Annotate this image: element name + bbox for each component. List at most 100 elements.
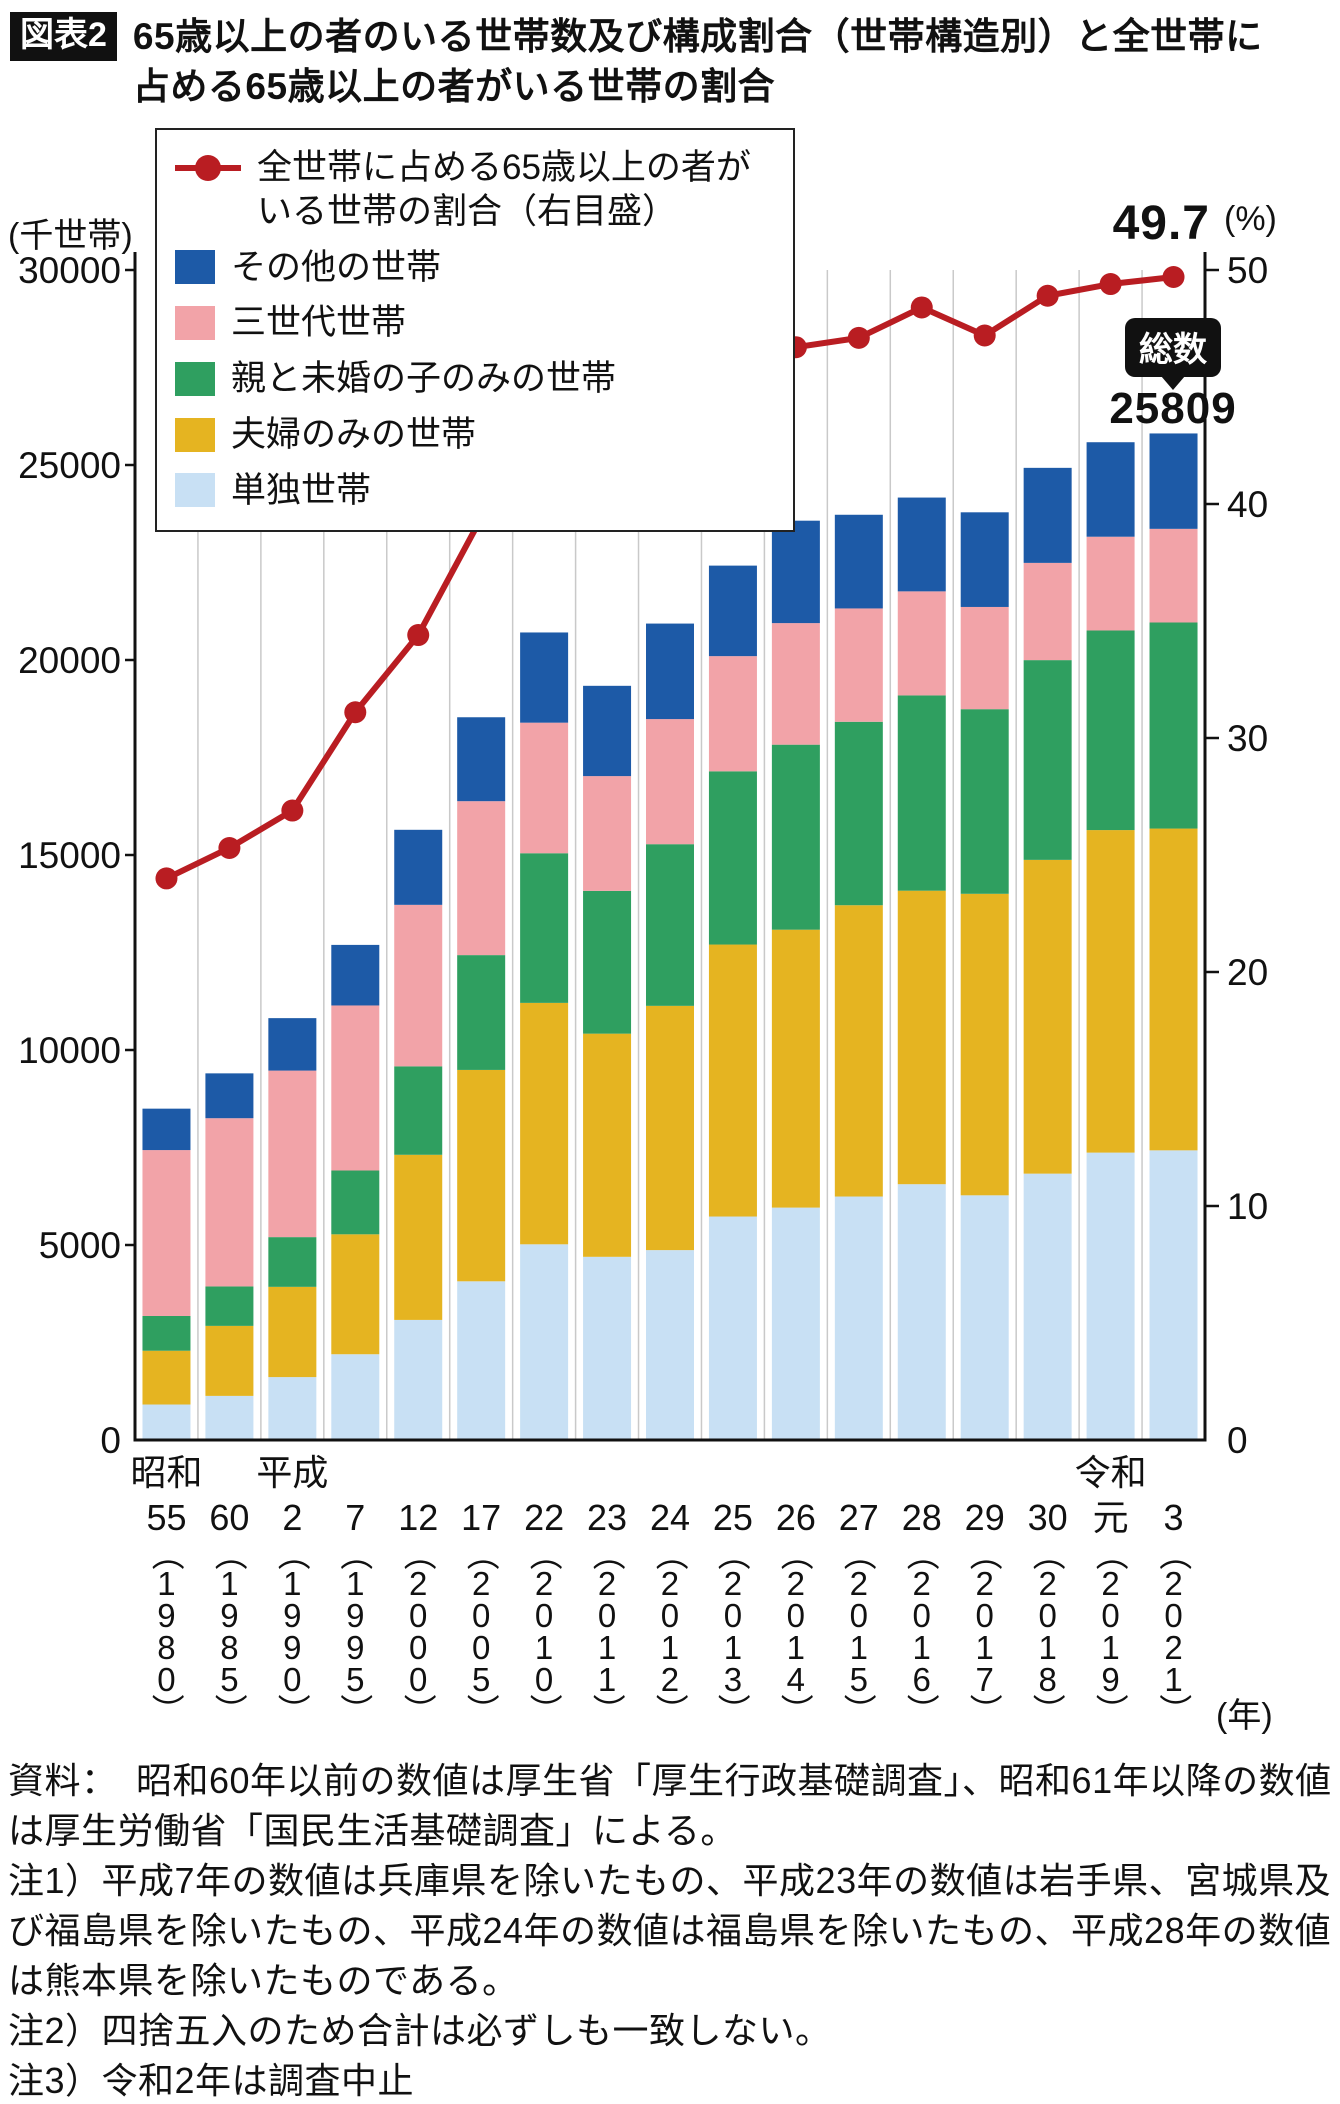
x-axis-label: 3 （2 0 2 1）: [1155, 1450, 1193, 1727]
bar-segment: [583, 685, 632, 777]
bar-segment: [142, 1150, 191, 1316]
x-label-number: 25: [712, 1497, 753, 1538]
bar-segment: [268, 1237, 317, 1287]
bar-segment: [1023, 859, 1072, 1174]
legend-item: 単独世帯: [175, 469, 775, 513]
legend-line-label-2: いる世帯の割合（右目盛）: [257, 191, 678, 231]
x-label-year: （2 0 1 5）: [840, 1537, 878, 1727]
figure-title-line1: 65歳以上の者のいる世帯数及び構成割合（世帯構造別）と全世帯に: [132, 16, 1263, 57]
legend-swatch-icon: [175, 361, 215, 396]
bar-segment: [834, 1196, 883, 1440]
bar-segment: [457, 1281, 506, 1440]
x-label-year: （2 0 0 5）: [463, 1537, 501, 1727]
y-tick-label-left: 20000: [18, 640, 121, 681]
x-axis-label: 令和元（2 0 1 9）: [1074, 1450, 1147, 1727]
legend-item: その他の世帯: [175, 246, 775, 290]
bar-segment: [897, 591, 946, 696]
line-point: [155, 867, 178, 890]
bar-segment: [394, 1319, 443, 1440]
bar-segment: [646, 844, 694, 1006]
bar-segment: [1149, 622, 1198, 829]
bar-segment: [834, 905, 883, 1197]
x-axis-label: 24 （2 0 1 2）: [650, 1450, 690, 1727]
bar-segment: [583, 1033, 632, 1257]
bar-segment: [520, 853, 569, 1003]
bar-segment: [1149, 828, 1198, 1151]
legend-items: その他の世帯三世代世帯親と未婚の子のみの世帯夫婦のみの世帯 単独世帯: [175, 246, 775, 513]
note-1: 注1）平成7年の数値は兵庫県を除いたもの、平成23年の数値は岩手県、宮城県及び福…: [8, 1860, 1332, 2002]
bar-segment: [1023, 1173, 1072, 1440]
x-label-year: （2 0 1 0）: [526, 1537, 564, 1727]
x-label-year: （2 0 1 6）: [903, 1537, 941, 1727]
x-axis-label: 23 （2 0 1 1）: [587, 1450, 628, 1727]
bar-segment: [331, 944, 380, 1006]
x-label-number: 7: [345, 1497, 366, 1538]
y-tick-label-left: 5000: [39, 1225, 121, 1266]
bar-segment: [1086, 830, 1135, 1153]
bar-segment: [1086, 630, 1135, 831]
legend-item-label: 三世代世帯: [231, 303, 407, 343]
bar-segment: [960, 1195, 1009, 1440]
x-label-year: （2 0 2 1）: [1155, 1537, 1193, 1727]
bar-segment: [331, 1234, 380, 1355]
bar-segment: [142, 1315, 191, 1351]
x-label-number: 23: [587, 1497, 628, 1538]
legend-swatch-icon: [175, 250, 215, 285]
x-axis-label: 60 （1 9 8 5）: [209, 1450, 250, 1727]
x-label-number: 29: [964, 1497, 1005, 1538]
notes: 資料： 昭和60年以前の数値は厚生省「厚生行政基礎調査」、昭和61年以降の数値は…: [8, 1756, 1334, 2104]
x-axis-unit: (年): [1216, 1697, 1273, 1735]
source-note: 資料： 昭和60年以前の数値は厚生省「厚生行政基礎調査」、昭和61年以降の数値は…: [8, 1760, 1332, 1852]
x-axis-label: 27 （2 0 1 5）: [839, 1450, 879, 1727]
bar-segment: [897, 695, 946, 891]
bar-segment: [1086, 536, 1135, 631]
x-axis-label: 12 （2 0 0 0）: [398, 1450, 439, 1727]
y-tick-label-right: 40: [1227, 484, 1268, 525]
x-label-year: （2 0 1 9）: [1092, 1537, 1130, 1727]
bar-segment: [583, 776, 632, 891]
x-axis-label: 22 （2 0 1 0）: [524, 1450, 565, 1727]
x-label-era: 令和: [1074, 1452, 1147, 1493]
legend-item: 夫婦のみの世帯: [175, 413, 775, 457]
bar-segment: [520, 1244, 569, 1440]
bar-segment: [520, 1002, 569, 1245]
bar-segment: [520, 632, 569, 723]
x-label-year: （1 9 8 5）: [211, 1537, 249, 1727]
x-label-number: 12: [398, 1497, 439, 1538]
bar-segment: [394, 829, 443, 905]
total-badge: 総数: [1125, 318, 1221, 377]
bar-segment: [771, 623, 820, 745]
bar-segment: [960, 606, 1009, 710]
x-label-number: 60: [209, 1497, 250, 1538]
x-label-year: （2 0 0 0）: [400, 1537, 438, 1727]
bar-segment: [457, 717, 506, 802]
bar-segment: [771, 744, 820, 930]
bar-segment: [646, 623, 694, 720]
legend-swatch-icon: [175, 306, 215, 341]
bar-segment: [960, 512, 1009, 607]
bar-segment: [268, 1018, 317, 1071]
bar-segment: [1149, 1150, 1198, 1440]
rate-line-icon: [175, 150, 241, 186]
x-axis-label: 17 （2 0 0 5）: [461, 1450, 501, 1727]
x-label-number: 22: [524, 1497, 565, 1538]
bar-segment: [771, 929, 820, 1208]
legend-item-label: 親と未婚の子のみの世帯: [231, 359, 617, 398]
bar-segment: [1023, 562, 1072, 661]
bar-segment: [646, 719, 694, 845]
legend-swatch-icon: [175, 473, 215, 508]
bar-segment: [394, 1066, 443, 1155]
line-end-value: 49.7: [1112, 197, 1210, 250]
bar-segment: [1023, 660, 1072, 860]
bar-segment: [960, 893, 1009, 1196]
y-tick-label-right: 10: [1227, 1186, 1268, 1227]
x-label-year: （2 0 1 3）: [714, 1537, 752, 1727]
bar-segment: [142, 1108, 191, 1151]
y-tick-label-right: 0: [1227, 1420, 1248, 1461]
bar-segment: [142, 1350, 191, 1405]
right-axis-unit: (%): [1224, 200, 1277, 238]
x-label-number: 2: [282, 1497, 303, 1538]
x-label-era: 平成: [256, 1452, 329, 1493]
x-label-year: （1 9 9 0）: [274, 1537, 312, 1727]
